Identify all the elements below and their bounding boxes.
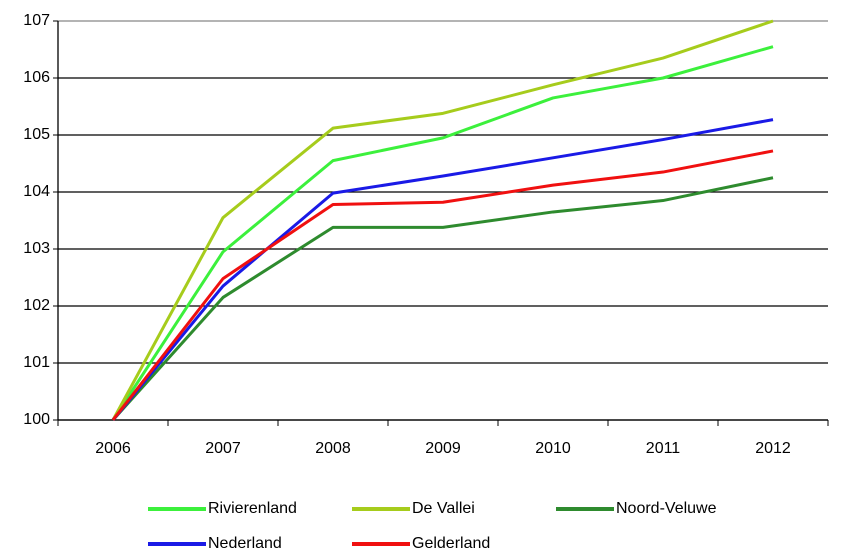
- legend-label: Gelderland: [412, 535, 490, 552]
- series-line: [111, 19, 774, 421]
- y-tick-label: 100: [23, 411, 50, 428]
- y-tick-label: 107: [23, 12, 50, 29]
- series-line: [111, 118, 774, 421]
- series-line: [111, 149, 774, 421]
- legend-label: Rivierenland: [208, 500, 297, 517]
- y-tick-label: 102: [23, 297, 50, 314]
- legend-label: Nederland: [208, 535, 282, 552]
- x-tick-label: 2008: [315, 440, 351, 457]
- legend-label: De Vallei: [412, 500, 475, 517]
- series-line: [111, 45, 774, 421]
- y-tick-label: 104: [23, 183, 50, 200]
- x-tick-label: 2012: [755, 440, 791, 457]
- x-tick-label: 2009: [425, 440, 461, 457]
- y-tick-label: 101: [23, 354, 50, 371]
- y-tick-label: 106: [23, 69, 50, 86]
- y-tick-label: 103: [23, 240, 50, 257]
- x-tick-label: 2010: [535, 440, 571, 457]
- x-tick-label: 2011: [646, 440, 681, 457]
- y-tick-label: 105: [23, 126, 50, 143]
- legend-label: Noord-Veluwe: [616, 500, 717, 517]
- x-tick-label: 2007: [205, 440, 241, 457]
- x-tick-label: 2006: [95, 440, 131, 457]
- series-line: [111, 176, 774, 422]
